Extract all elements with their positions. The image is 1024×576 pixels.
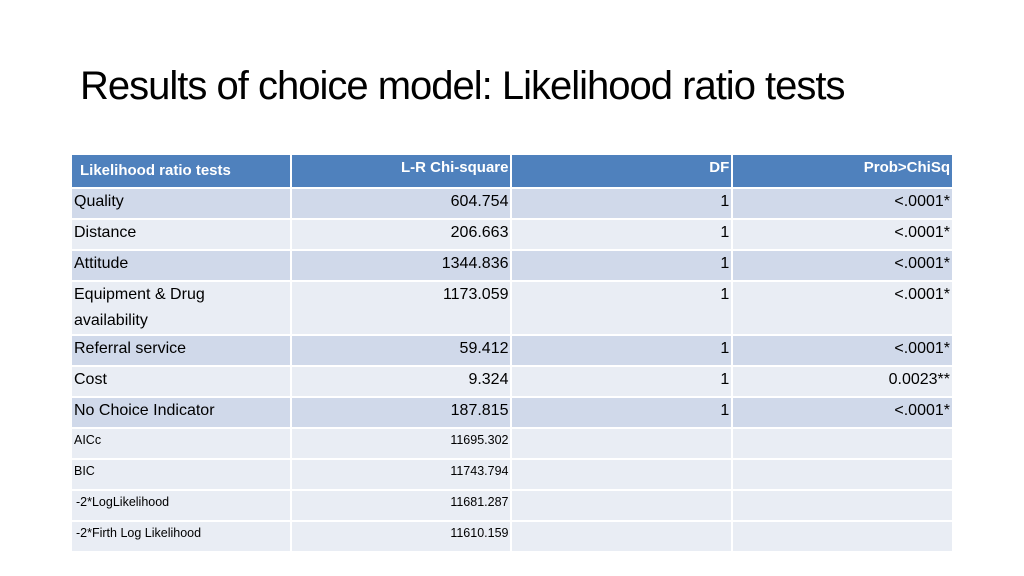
table-row: Distance 206.663 1 <.0001* — [72, 220, 952, 249]
row-chi-square: 604.754 — [291, 189, 511, 218]
row-df: 1 — [512, 398, 732, 427]
header-likelihood-ratio-tests: Likelihood ratio tests — [72, 155, 290, 187]
row-prob: <.0001* — [733, 336, 952, 365]
row-prob: <.0001* — [733, 251, 952, 280]
fit-stat-row: BIC 11743.794 — [72, 460, 952, 489]
row-prob: 0.0023** — [733, 367, 952, 396]
likelihood-ratio-table: Likelihood ratio tests L-R Chi-square DF… — [70, 153, 954, 553]
row-name: Distance — [72, 220, 290, 249]
table-row: Cost 9.324 1 0.0023** — [72, 367, 952, 396]
row-prob: <.0001* — [733, 189, 952, 218]
fit-stat-value: 11743.794 — [291, 460, 511, 489]
row-df: 1 — [512, 189, 732, 218]
empty-cell — [733, 491, 952, 520]
fit-stat-value: 11610.159 — [291, 522, 511, 551]
row-name: Equipment & Drug availability — [72, 282, 290, 334]
header-df: DF — [512, 155, 732, 187]
row-chi-square: 59.412 — [291, 336, 511, 365]
table-header-row: Likelihood ratio tests L-R Chi-square DF… — [72, 155, 952, 187]
row-prob: <.0001* — [733, 282, 952, 334]
table-row: No Choice Indicator 187.815 1 <.0001* — [72, 398, 952, 427]
table-row: Equipment & Drug availability 1173.059 1 … — [72, 282, 952, 334]
fit-stat-name: AICc — [72, 429, 290, 458]
row-chi-square: 187.815 — [291, 398, 511, 427]
fit-stat-row: AICc 11695.302 — [72, 429, 952, 458]
fit-stat-name: -2*Firth Log Likelihood — [72, 522, 290, 551]
row-df: 1 — [512, 251, 732, 280]
row-name: Referral service — [72, 336, 290, 365]
row-prob: <.0001* — [733, 220, 952, 249]
row-prob: <.0001* — [733, 398, 952, 427]
row-df: 1 — [512, 336, 732, 365]
fit-stat-name: BIC — [72, 460, 290, 489]
slide-title: Results of choice model: Likelihood rati… — [80, 64, 846, 108]
row-name: Attitude — [72, 251, 290, 280]
empty-cell — [512, 429, 732, 458]
fit-stat-value: 11695.302 — [291, 429, 511, 458]
header-prob-chisq: Prob>ChiSq — [733, 155, 952, 187]
empty-cell — [733, 460, 952, 489]
empty-cell — [512, 460, 732, 489]
fit-stat-row: -2*Firth Log Likelihood 11610.159 — [72, 522, 952, 551]
row-name-line1: Equipment & Drug — [74, 286, 205, 303]
row-chi-square: 206.663 — [291, 220, 511, 249]
row-df: 1 — [512, 220, 732, 249]
table-row: Referral service 59.412 1 <.0001* — [72, 336, 952, 365]
row-name: No Choice Indicator — [72, 398, 290, 427]
row-chi-square: 1344.836 — [291, 251, 511, 280]
row-name: Quality — [72, 189, 290, 218]
row-df: 1 — [512, 282, 732, 334]
fit-stat-row: -2*LogLikelihood 11681.287 — [72, 491, 952, 520]
empty-cell — [733, 522, 952, 551]
row-df: 1 — [512, 367, 732, 396]
empty-cell — [512, 491, 732, 520]
empty-cell — [512, 522, 732, 551]
row-chi-square: 9.324 — [291, 367, 511, 396]
fit-stat-value: 11681.287 — [291, 491, 511, 520]
table-row: Quality 604.754 1 <.0001* — [72, 189, 952, 218]
table-row: Attitude 1344.836 1 <.0001* — [72, 251, 952, 280]
row-name-line2: availability — [74, 312, 148, 329]
header-lr-chi-square: L-R Chi-square — [291, 155, 511, 187]
fit-stat-name: -2*LogLikelihood — [72, 491, 290, 520]
row-chi-square: 1173.059 — [291, 282, 511, 334]
empty-cell — [733, 429, 952, 458]
row-name: Cost — [72, 367, 290, 396]
